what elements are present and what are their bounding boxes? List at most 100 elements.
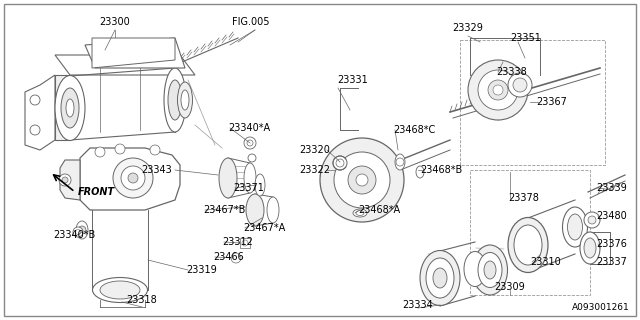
Ellipse shape [255,174,265,196]
Ellipse shape [356,211,364,215]
Ellipse shape [563,207,588,247]
Text: 23378: 23378 [508,193,539,203]
Circle shape [468,60,528,120]
Ellipse shape [580,232,600,264]
Circle shape [62,177,68,183]
Polygon shape [25,75,55,150]
Polygon shape [92,38,175,68]
Circle shape [584,212,600,228]
Circle shape [247,140,253,146]
Text: 23376: 23376 [596,239,627,249]
Circle shape [513,78,527,92]
Circle shape [76,229,81,235]
Circle shape [588,216,596,224]
Ellipse shape [416,166,424,178]
Ellipse shape [395,154,405,170]
Text: 23367: 23367 [536,97,567,107]
Circle shape [488,80,508,100]
Text: 23371: 23371 [233,183,264,193]
Circle shape [150,145,160,155]
Text: 23337: 23337 [596,257,627,267]
Text: 23320: 23320 [299,145,330,155]
Ellipse shape [93,277,147,302]
Ellipse shape [478,252,502,287]
Text: FIG.005: FIG.005 [232,17,269,27]
Text: 23340*A: 23340*A [228,123,270,133]
Circle shape [121,166,145,190]
Circle shape [78,226,86,234]
Ellipse shape [433,268,447,288]
Text: 23329: 23329 [452,23,483,33]
Ellipse shape [568,214,582,240]
Polygon shape [240,238,250,248]
Circle shape [333,156,347,170]
Ellipse shape [584,238,596,258]
Text: 23318: 23318 [127,295,157,305]
Circle shape [59,174,71,186]
Circle shape [95,147,105,157]
Ellipse shape [177,82,193,118]
Ellipse shape [353,209,367,217]
Ellipse shape [55,76,85,140]
Ellipse shape [426,258,454,298]
Text: 23340*B: 23340*B [53,230,95,240]
Polygon shape [60,160,80,200]
Circle shape [248,154,256,162]
Ellipse shape [76,221,88,239]
Text: 23309: 23309 [495,282,525,292]
Text: 23351: 23351 [510,33,541,43]
Ellipse shape [164,68,186,132]
Ellipse shape [61,88,79,128]
Text: 23467*B: 23467*B [203,205,245,215]
Ellipse shape [472,245,508,295]
Ellipse shape [219,158,237,198]
Text: A093001261: A093001261 [572,303,630,312]
Ellipse shape [514,225,542,265]
Circle shape [113,158,153,198]
Text: 23468*A: 23468*A [358,205,400,215]
Circle shape [244,137,256,149]
Ellipse shape [100,281,140,299]
Ellipse shape [181,90,189,110]
Circle shape [115,144,125,154]
Polygon shape [85,38,185,68]
Text: 23322: 23322 [299,165,330,175]
Ellipse shape [66,99,74,117]
Text: 23338: 23338 [496,67,527,77]
Text: 23468*B: 23468*B [420,165,462,175]
Text: 23343: 23343 [141,165,172,175]
Circle shape [336,159,344,167]
Text: 23468*C: 23468*C [393,125,435,135]
Ellipse shape [484,261,496,279]
Ellipse shape [246,194,264,226]
Text: 23300: 23300 [100,17,131,27]
Ellipse shape [420,251,460,306]
Circle shape [396,158,404,166]
Text: FRONT: FRONT [78,187,115,197]
Ellipse shape [508,218,548,273]
Circle shape [334,152,390,208]
Circle shape [493,85,503,95]
Polygon shape [80,148,180,210]
Text: 23310: 23310 [530,257,561,267]
Circle shape [30,125,40,135]
Circle shape [356,174,368,186]
Polygon shape [55,55,195,75]
Polygon shape [55,75,70,140]
Circle shape [231,253,241,263]
Text: 23312: 23312 [222,237,253,247]
Text: 23467*A: 23467*A [243,223,285,233]
Text: 23319: 23319 [186,265,217,275]
Text: 23339: 23339 [596,183,627,193]
Text: 23334: 23334 [403,300,433,310]
Ellipse shape [464,252,486,286]
Ellipse shape [244,163,256,193]
Circle shape [128,173,138,183]
Circle shape [348,166,376,194]
Text: 23480: 23480 [596,211,627,221]
Circle shape [30,95,40,105]
Circle shape [478,70,518,110]
Circle shape [242,240,248,246]
Circle shape [73,227,83,237]
Circle shape [508,73,532,97]
